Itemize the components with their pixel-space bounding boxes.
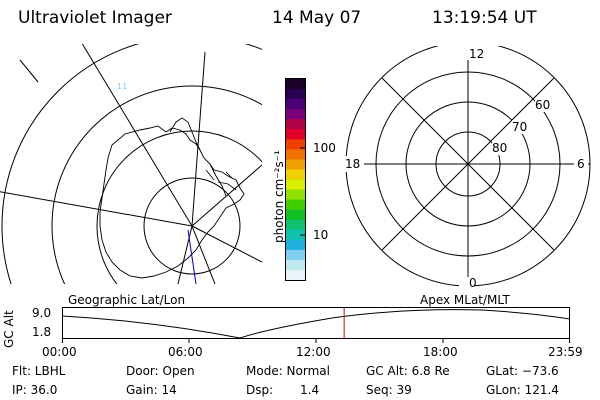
time-label: 13:19:54 UT <box>432 8 537 28</box>
instrument-title: Ultraviolet Imager <box>18 8 172 28</box>
lat-circle-outer <box>51 85 262 284</box>
time-tick-4: 23:59 <box>548 345 583 359</box>
mlt-label-0: 0 <box>469 276 477 290</box>
colorbar-stripe <box>286 159 305 171</box>
time-tick-1: 06:00 <box>168 345 203 359</box>
mlat-label-70: 70 <box>512 120 528 134</box>
meridian <box>191 225 262 263</box>
colorbar-tick-10: 10 <box>313 228 329 242</box>
altitude-axis-label: GC Alt <box>2 310 16 348</box>
coastline <box>99 125 245 279</box>
gain-status: Gain: 14 <box>126 383 177 397</box>
colorbar-stripe <box>286 149 305 160</box>
ip-status: IP: 36.0 <box>12 383 58 397</box>
polar-plot <box>344 46 591 291</box>
gc-alt-status: GC Alt: 6.8 Re <box>366 364 450 378</box>
colorbar-stripe <box>286 189 305 201</box>
meridian <box>0 191 193 227</box>
colorbar-stripe <box>286 259 305 271</box>
colorbar-stripe <box>286 119 305 130</box>
dsp-value: 1.4 <box>300 383 320 397</box>
colorbar-stripe <box>286 199 305 211</box>
altitude-min-label: 1.8 <box>32 325 52 339</box>
peninsula <box>169 117 201 151</box>
door-status: Door: Open <box>126 364 195 378</box>
colorbar-stripe <box>286 169 305 181</box>
colorbar-stripe <box>286 239 305 251</box>
meridian <box>81 44 193 227</box>
mlat-label-80: 80 <box>492 141 508 155</box>
mlt-label-18: 18 <box>345 157 361 171</box>
colorbar-stripe <box>286 99 305 110</box>
date-label: 14 May 07 <box>272 8 362 28</box>
lat-circle-far <box>1 44 262 284</box>
colorbar-stripe <box>286 249 305 261</box>
mlt-label-6: 6 <box>577 157 585 171</box>
altitude-timeline <box>62 307 571 343</box>
mlt-diagonal <box>381 77 555 251</box>
time-tick-2: 12:00 <box>296 345 331 359</box>
geo-coord-label: Geographic Lat/Lon <box>68 293 186 307</box>
meridian <box>191 51 206 227</box>
colorbar-stripe <box>286 139 305 150</box>
colorbar-stripe <box>286 79 305 90</box>
colorbar-stripe <box>286 129 305 140</box>
meridian <box>177 225 193 284</box>
colorbar <box>285 78 306 281</box>
apex-coord-label: Apex MLat/MLT <box>420 293 510 307</box>
filter-status: Flt: LBHL <box>12 364 66 378</box>
seq-status: Seq: 39 <box>366 383 412 397</box>
colorbar-stripe <box>286 219 305 231</box>
lat-circle-inner <box>143 177 241 275</box>
colorbar-unit-label: photon cm⁻²s⁻¹ <box>272 150 286 243</box>
lat-circle-mid <box>96 130 262 284</box>
ice-shelf <box>209 163 227 197</box>
colorbar-stripe <box>286 229 305 241</box>
time-tick-0: 00:00 <box>42 345 77 359</box>
mode-status: Mode: Normal <box>246 364 330 378</box>
meridian-fragment <box>19 59 39 83</box>
colorbar-stripe <box>286 269 305 281</box>
faint-marker: 11 <box>117 82 127 91</box>
colorbar-stripe <box>286 109 305 120</box>
meridian <box>191 164 262 227</box>
colorbar-stripe <box>286 209 305 221</box>
colorbar-tick-100: 100 <box>313 141 336 155</box>
dsp-label: Dsp: <box>246 383 274 397</box>
geographic-map: 11 <box>0 44 262 284</box>
mlt-label-12: 12 <box>469 47 485 61</box>
coast-detail <box>205 169 237 191</box>
ground-track <box>187 229 197 284</box>
altitude-curve <box>62 309 571 339</box>
time-tick-3: 18:00 <box>423 345 458 359</box>
meridian <box>191 225 216 284</box>
glat-status: GLat: −73.6 <box>486 364 559 378</box>
colorbar-stripe <box>286 179 305 191</box>
glon-status: GLon: 121.4 <box>486 383 559 397</box>
colorbar-stripe <box>286 89 305 100</box>
mlat-label-60: 60 <box>535 98 551 112</box>
altitude-max-label: 9.0 <box>32 306 52 320</box>
